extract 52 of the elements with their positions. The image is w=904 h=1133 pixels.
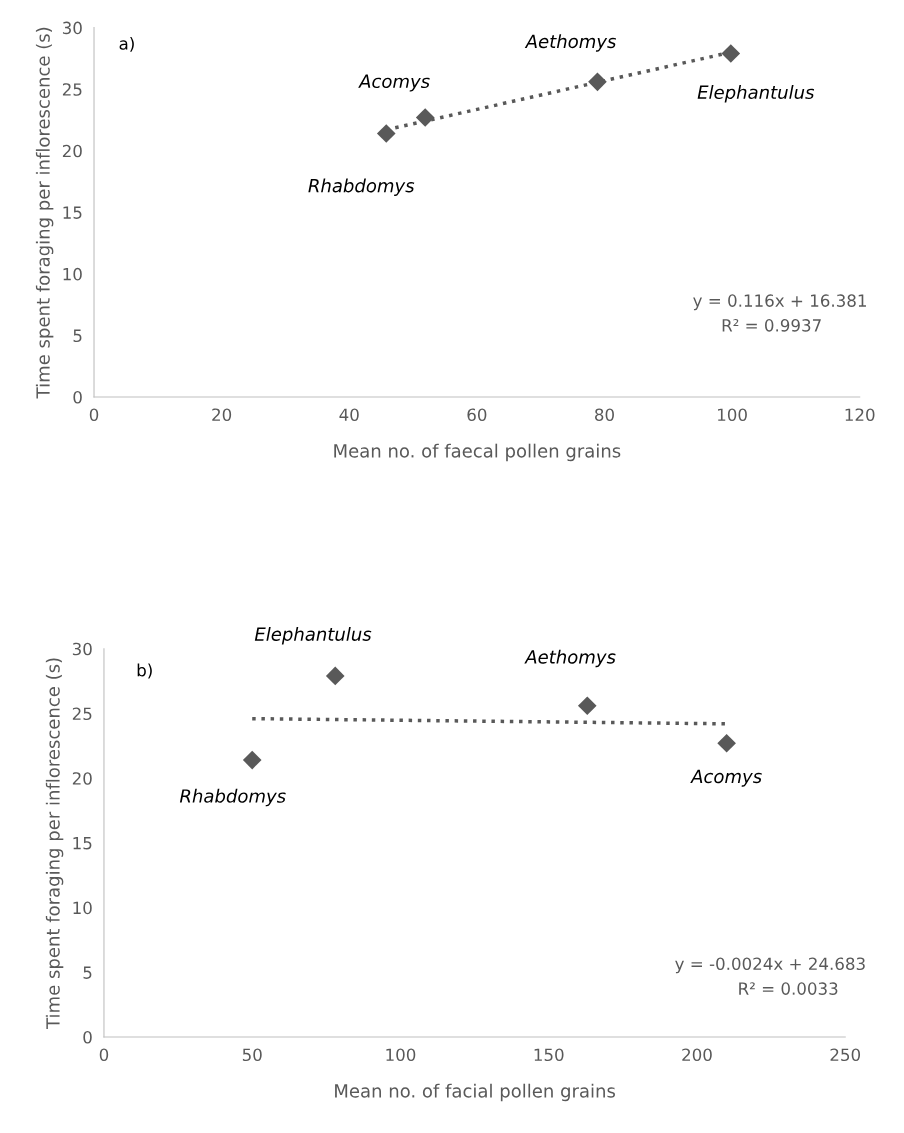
- annotation: Aethomys: [524, 34, 617, 52]
- annotation: Elephantulus: [697, 85, 815, 103]
- y-tick-label: 15: [73, 837, 92, 850]
- y-tick-label: 10: [63, 267, 82, 281]
- y-axis-title: Time spent foraging per inflorescence (s): [35, 27, 54, 399]
- y-tick-label: 20: [72, 772, 92, 785]
- y-tick-label: 5: [73, 329, 82, 343]
- y-tick-label: 25: [62, 83, 82, 96]
- x-axis-title: Mean no. of facial pollen grains: [335, 1083, 615, 1102]
- y-tick-label: 30: [72, 642, 92, 656]
- point: [588, 72, 607, 92]
- x-tick-label: 150: [534, 1048, 564, 1062]
- x-axis-title: Mean no. of faecal pollen grains: [334, 443, 621, 462]
- y-tick-label: 15: [63, 206, 82, 219]
- x-tick-label: 80: [595, 408, 614, 422]
- annotation: Aethomys: [524, 649, 616, 668]
- y-tick-label: 0: [73, 390, 82, 404]
- point: [415, 108, 435, 127]
- x-tick-label: 200: [682, 1048, 712, 1062]
- x-tick-label: 100: [386, 1048, 416, 1062]
- annotation: y = -0.0024x + 24.683: [675, 957, 865, 974]
- annotation: Rhabdomys: [308, 178, 415, 196]
- y-tick-label: 0: [83, 1031, 92, 1044]
- y-tick-label: 25: [72, 707, 92, 721]
- annotation: R² = 0.0033: [739, 982, 838, 995]
- x-tick-label: 0: [99, 1048, 109, 1062]
- annotation: Acomys: [358, 74, 430, 92]
- annotation: b): [137, 663, 152, 679]
- point: [721, 44, 741, 63]
- point: [325, 666, 345, 686]
- x-tick-label: 50: [242, 1048, 262, 1062]
- point: [577, 696, 597, 716]
- annotation: R² = 0.9937: [722, 319, 821, 332]
- x-tick-label: 20: [212, 408, 232, 422]
- y-tick-label: 20: [62, 144, 82, 158]
- x-tick-label: 40: [339, 408, 359, 422]
- annotation: Rhabdomys: [179, 788, 286, 807]
- point: [376, 124, 396, 143]
- x-tick-label: 250: [830, 1048, 861, 1062]
- y-tick-label: 30: [62, 21, 82, 35]
- x-tick-label: 100: [718, 408, 747, 422]
- x-tick-label: 60: [467, 408, 487, 422]
- point: [717, 733, 736, 753]
- annotation: Elephantulus: [254, 626, 372, 645]
- y-axis-title: Time spent foraging per inflorescence (s): [45, 658, 64, 1029]
- annotation: Acomys: [690, 769, 762, 787]
- x-tick-label: 120: [845, 408, 875, 422]
- annotation: a): [119, 36, 134, 52]
- y-tick-label: 5: [83, 966, 92, 979]
- annotation: y = 0.116x + 16.381: [693, 294, 866, 311]
- y-tick-label: 10: [73, 901, 92, 915]
- point: [242, 750, 262, 770]
